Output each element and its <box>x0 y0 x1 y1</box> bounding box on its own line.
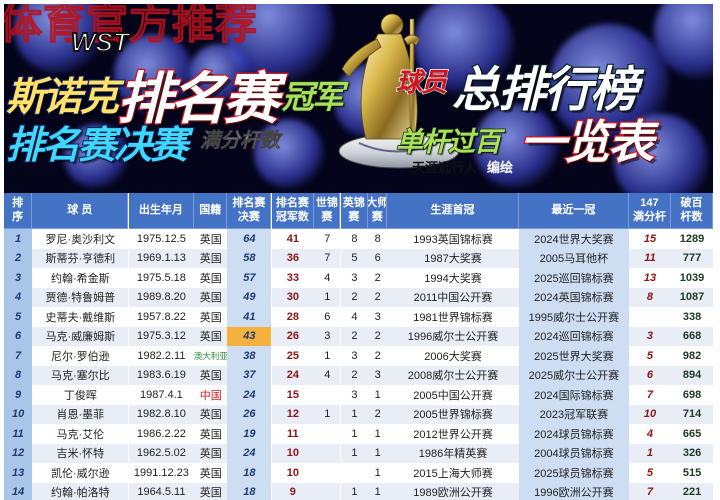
svg-text:WST: WST <box>71 27 131 57</box>
